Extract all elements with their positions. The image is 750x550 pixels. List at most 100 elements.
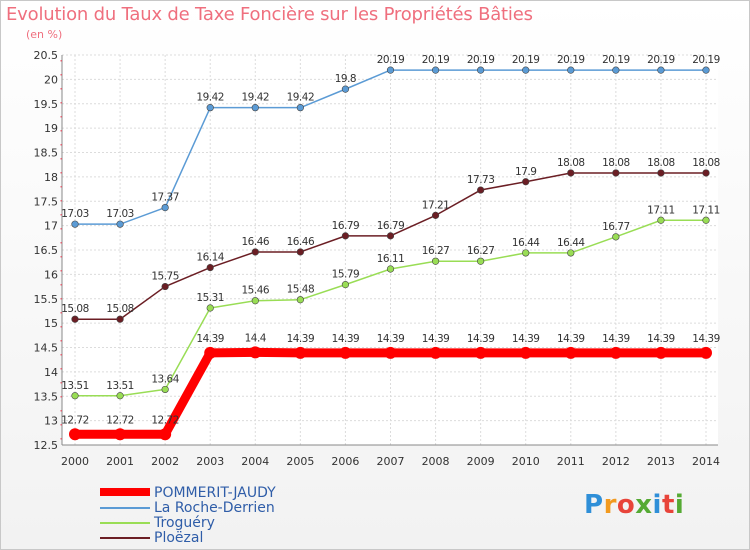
- data-point: [386, 66, 395, 74]
- data-label: 20.19: [512, 54, 540, 66]
- data-label: 14.39: [377, 333, 405, 345]
- data-point: [116, 315, 124, 323]
- data-point: [206, 304, 214, 312]
- legend-swatch-pommerit: [100, 488, 150, 496]
- data-point: [702, 169, 710, 177]
- y-tick-label: 17.5: [34, 195, 59, 208]
- data-label: 13.51: [106, 380, 134, 392]
- data-label: 20.19: [377, 54, 405, 66]
- y-axis-mark: [60, 326, 62, 328]
- data-label: 15.08: [61, 303, 89, 315]
- data-label: 19.8: [335, 73, 356, 85]
- y-tick-label: 20: [44, 73, 58, 86]
- data-point: [71, 315, 79, 323]
- data-point: [567, 169, 575, 177]
- data-point: [339, 346, 352, 359]
- x-tick-label: 2009: [467, 455, 495, 468]
- data-point: [429, 346, 442, 359]
- y-axis-mark: [60, 116, 62, 118]
- y-axis-mark: [60, 256, 62, 258]
- data-point: [296, 248, 304, 256]
- unit-label: (en %): [26, 28, 63, 41]
- data-label: 16.46: [242, 236, 270, 248]
- y-axis-mark: [60, 382, 62, 384]
- data-point: [341, 281, 350, 289]
- legend-label-pommerit: POMMERIT-JAUDY: [154, 485, 276, 501]
- data-point: [114, 428, 127, 441]
- data-point: [161, 385, 169, 394]
- data-label: 18.08: [602, 157, 630, 169]
- data-label: 17.11: [647, 204, 675, 216]
- data-label: 13.51: [61, 380, 89, 392]
- y-axis-mark: [60, 424, 62, 426]
- data-label: 14.39: [557, 333, 585, 345]
- y-axis-mark: [60, 298, 62, 300]
- x-tick-label: 2014: [692, 455, 720, 468]
- data-label: 16.44: [557, 237, 585, 249]
- y-axis-mark: [60, 368, 62, 370]
- data-label: 17.21: [422, 199, 450, 211]
- y-tick-label: 12.5: [34, 439, 59, 452]
- data-label: 15.75: [151, 271, 179, 283]
- x-tick-label: 2006: [331, 455, 359, 468]
- data-point: [654, 346, 667, 359]
- data-label: 14.39: [287, 333, 315, 345]
- data-point: [71, 392, 79, 400]
- x-tick-label: 2013: [647, 455, 675, 468]
- data-point: [657, 216, 665, 224]
- logo-letter: x: [635, 490, 653, 520]
- data-point: [249, 346, 262, 359]
- proxiti-logo: Proxiti: [584, 490, 684, 520]
- data-label: 16.77: [602, 221, 630, 233]
- data-point: [386, 265, 395, 273]
- data-label: 14.39: [647, 333, 675, 345]
- data-point: [296, 104, 304, 112]
- data-label: 15.48: [287, 284, 315, 296]
- y-axis-mark: [60, 200, 62, 202]
- data-label: 20.19: [692, 54, 720, 66]
- data-point: [431, 211, 440, 219]
- y-tick-label: 13.5: [34, 390, 59, 403]
- y-tick-label: 16: [44, 268, 58, 281]
- data-point: [116, 220, 124, 228]
- data-point: [296, 296, 304, 304]
- x-tick-label: 2010: [512, 455, 540, 468]
- y-tick-label: 19: [44, 122, 58, 135]
- data-point: [341, 85, 350, 93]
- x-tick-label: 2001: [106, 455, 134, 468]
- logo-letter: i: [652, 490, 662, 520]
- y-axis-mark: [60, 242, 62, 244]
- logo-letter: o: [616, 490, 636, 520]
- data-label: 17.73: [467, 174, 495, 186]
- y-axis-mark: [60, 130, 62, 132]
- data-label: 16.79: [377, 220, 405, 232]
- data-point: [477, 66, 485, 74]
- y-tick-label: 15.5: [34, 293, 59, 306]
- data-label: 14.39: [332, 333, 360, 345]
- legend-swatch-la-roche-derrien: [100, 507, 150, 509]
- legend-swatch-ploezal: [100, 537, 150, 539]
- data-label: 15.46: [242, 285, 270, 297]
- data-point: [71, 220, 79, 228]
- x-tick-label: 2002: [151, 455, 179, 468]
- y-axis-mark: [60, 60, 62, 62]
- data-point: [657, 66, 665, 74]
- data-label: 14.39: [692, 333, 720, 345]
- data-label: 12.72: [151, 414, 179, 426]
- x-tick-label: 2000: [61, 455, 89, 468]
- data-point: [161, 282, 169, 291]
- logo-letter: r: [603, 490, 617, 520]
- data-label: 12.72: [106, 414, 134, 426]
- data-label: 19.42: [287, 92, 315, 104]
- y-axis-mark: [60, 340, 62, 342]
- y-tick-label: 13: [44, 415, 58, 428]
- data-label: 17.03: [61, 208, 89, 220]
- y-tick-label: 14.5: [34, 342, 59, 355]
- y-axis-mark: [60, 228, 62, 230]
- data-point: [341, 232, 350, 240]
- y-axis-mark: [60, 284, 62, 286]
- data-label: 14.39: [196, 333, 224, 345]
- data-label: 16.27: [422, 245, 450, 257]
- data-label: 18.08: [557, 157, 585, 169]
- data-point: [159, 428, 172, 441]
